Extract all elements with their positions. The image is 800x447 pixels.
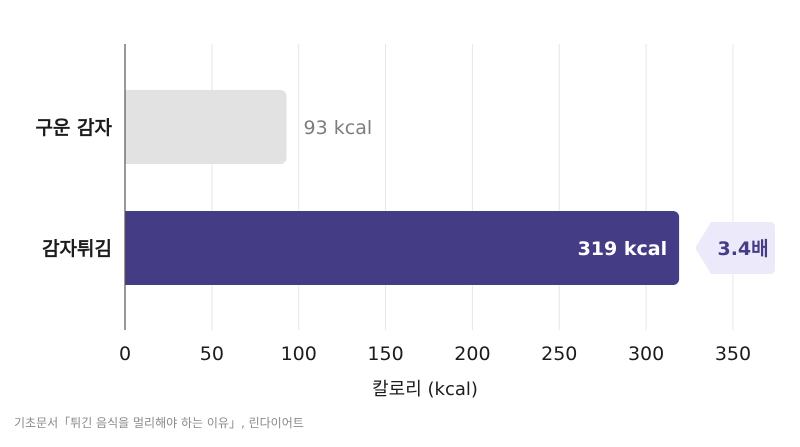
source-caption: 기초문서「튀긴 음식을 멀리해야 하는 이유」, 린다이어트: [14, 416, 304, 430]
category-label: 구운 감자: [35, 117, 112, 139]
x-tick-label: 300: [628, 343, 664, 365]
x-tick-label: 350: [715, 343, 751, 365]
grid-lines: [211, 44, 734, 330]
bars: 93 kcal 319 kcal: [125, 90, 680, 285]
x-axis: 0 50 100 150 200 250 300 350 칼로리 (kcal): [119, 44, 751, 400]
category-label: 감자튀김: [42, 238, 112, 260]
multiplier-badge-text: 3.4배: [717, 238, 768, 260]
multiplier-badge: [695, 222, 775, 274]
bar-value-label: 319 kcal: [578, 238, 668, 260]
x-tick-label: 50: [200, 343, 224, 365]
x-tick-label: 200: [454, 343, 490, 365]
bar-2: [125, 211, 680, 285]
x-tick-label: 250: [541, 343, 577, 365]
annotation: 3.4배: [695, 222, 775, 274]
bar-value-label: 93 kcal: [304, 117, 373, 139]
x-tick-label: 100: [281, 343, 317, 365]
bar-1-base: [125, 90, 133, 164]
x-tick-label: 0: [119, 343, 131, 365]
x-tick-label: 150: [367, 343, 403, 365]
x-axis-label: 칼로리 (kcal): [372, 379, 478, 400]
bar-1: [125, 90, 287, 164]
bar-2-base: [125, 211, 133, 285]
